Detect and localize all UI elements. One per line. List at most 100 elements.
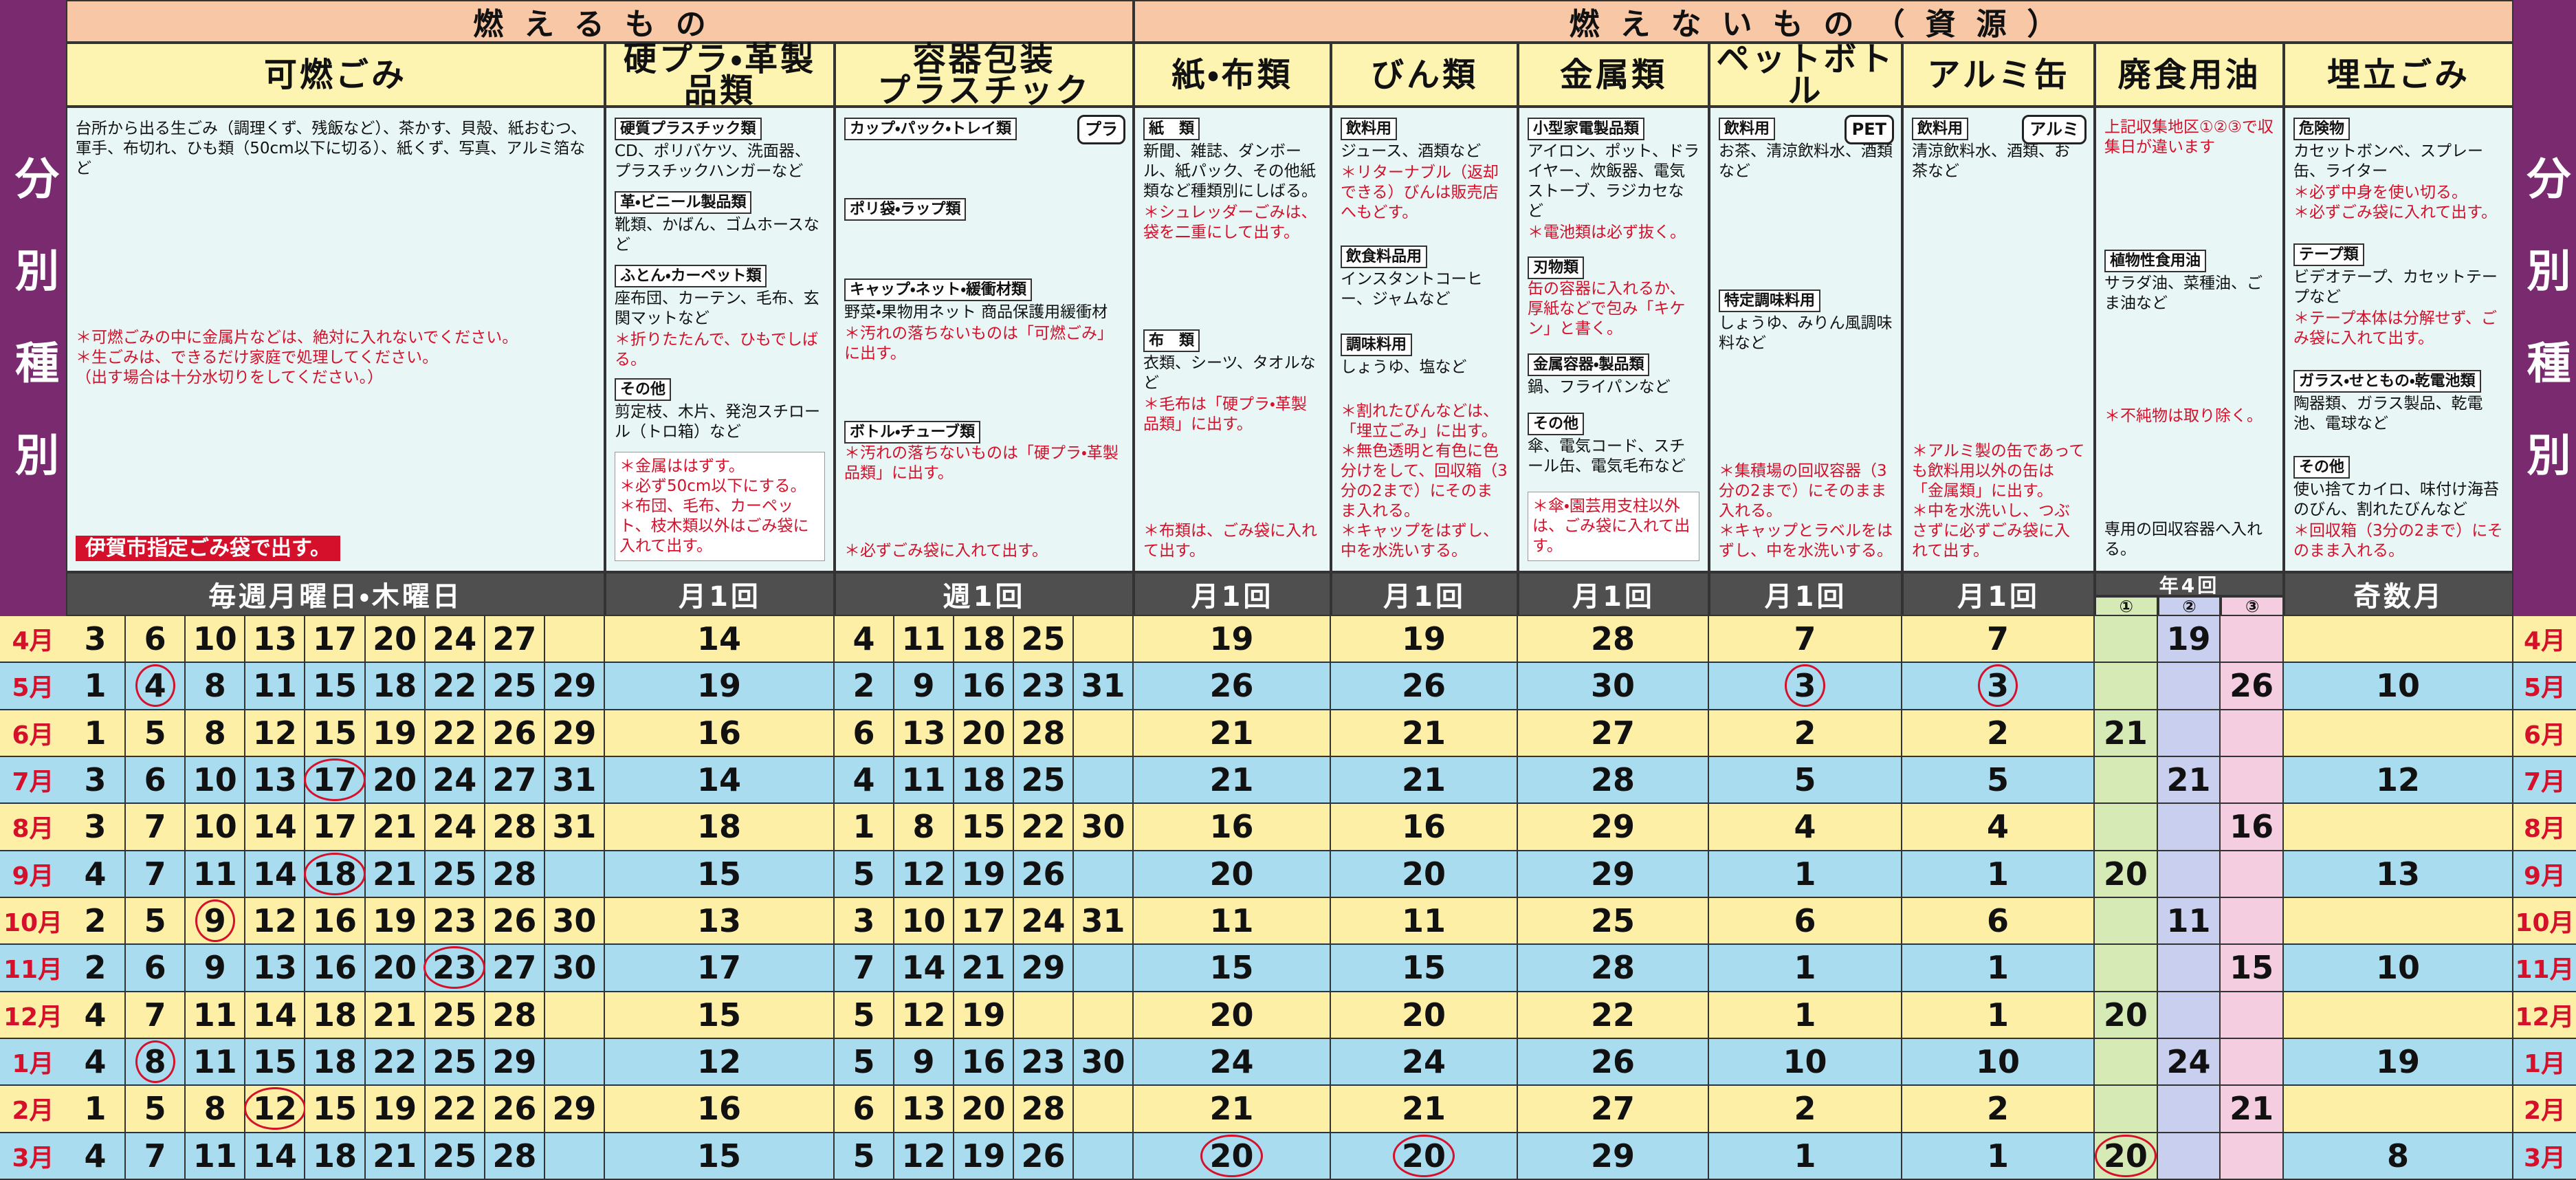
info-block: ふとん・カーペット類 座布団、カーテン、毛布、玄関マットなど ＊折りたたんで、ひもで…: [615, 265, 825, 370]
schedule-cell: 1: [1902, 992, 2095, 1039]
collection-day: 19: [2375, 1043, 2420, 1081]
month-label: 8月: [0, 804, 66, 851]
schedule-cell: 2: [66, 945, 126, 992]
month-label: 5月: [0, 663, 66, 710]
schedule-cell: 16: [2221, 804, 2284, 851]
block-text: 清涼飲料水、酒類、お茶など: [1912, 142, 2070, 180]
schedule-cell: 21: [1134, 757, 1331, 805]
collection-day: 10: [901, 902, 946, 940]
collection-day: 18: [303, 852, 366, 895]
schedule-cell: 12: [245, 898, 306, 946]
schedule-cell: 11: [186, 851, 246, 898]
month-label: 3月: [2513, 1133, 2576, 1180]
block-label: 植物性食用油: [2104, 249, 2207, 272]
collection-day: 30: [552, 902, 597, 940]
collection-day: 31: [552, 761, 597, 799]
collection-day: 11: [192, 1043, 237, 1081]
collection-day: 19: [961, 855, 1006, 893]
schedule-cell: 17: [303, 757, 366, 805]
schedule-cell: 26: [485, 898, 545, 946]
block-text: インスタントコーヒー、ジャムなど: [1341, 270, 1483, 308]
collection-day: 19: [961, 996, 1006, 1034]
schedule-cell: 24: [425, 616, 485, 664]
collection-day: 11: [1401, 902, 1446, 940]
collection-day: 25: [432, 855, 477, 893]
month-label: 4月: [2513, 616, 2576, 664]
collection-day: 8: [203, 667, 226, 705]
collection-day: 7: [144, 808, 166, 846]
schedule-cell: 8: [2284, 1133, 2513, 1180]
schedule-cell: 14: [245, 804, 306, 851]
schedule-cell: 2: [1902, 710, 2095, 757]
schedule-cell: 14: [605, 616, 835, 664]
collection-day: 13: [252, 949, 297, 987]
block-note: ＊折りたたんで、ひもでしばる。: [615, 331, 819, 369]
collection-day: 20: [373, 761, 417, 799]
collection-day: 14: [252, 996, 297, 1034]
schedule-cell: 5: [1902, 757, 2095, 805]
schedule-cell: 20: [2094, 1133, 2158, 1180]
schedule-cell: [1074, 945, 1134, 992]
collection-day: 12: [252, 902, 297, 940]
info-block: ポリ袋・ラップ類: [844, 197, 1124, 221]
block-label: その他: [615, 378, 672, 401]
schedule-cell: [2157, 992, 2221, 1039]
block-text: 陶器類、ガラス製品、乾電池、電球など: [2293, 394, 2483, 433]
info-block: 調味料用 しょうゆ、塩など: [1341, 334, 1508, 379]
info-block: 飲料用 清涼飲料水、酒類、お茶など: [1912, 118, 2085, 183]
schedule-cell: 29: [1518, 851, 1709, 898]
schedule-cell: 6: [835, 1086, 894, 1133]
block-note: ＊布団、毛布、カーペット、枝木類以外はごみ袋に入れて出す。: [619, 497, 809, 555]
month-label: 5月: [2513, 663, 2576, 710]
block-label: カップ・パック・トレイ類: [844, 118, 1017, 140]
collection-day: 29: [1590, 855, 1635, 893]
collection-day: 2: [1986, 714, 2009, 752]
schedule-cell: 29: [544, 1086, 605, 1133]
collection-day: 24: [432, 620, 477, 658]
collection-day: 28: [492, 1137, 537, 1174]
info-block: 専用の回収容器へ入れる。: [2104, 518, 2274, 561]
collection-day: 21: [1401, 714, 1446, 752]
schedule-cell: 29: [1014, 945, 1074, 992]
schedule-cell: 15: [305, 1086, 366, 1133]
frequency: 毎週月曜日・木曜日: [66, 572, 605, 616]
schedule-cell: [2095, 616, 2158, 664]
collection-day: 15: [312, 1090, 357, 1128]
collection-day: 14: [252, 1137, 297, 1174]
schedule-cell: 21: [2157, 757, 2221, 805]
schedule-cell: 5: [1709, 757, 1902, 805]
schedule-cell: 11: [1331, 898, 1518, 946]
schedule-cell: 20: [954, 710, 1014, 757]
month-label: 7月: [2513, 757, 2576, 805]
collection-day: 26: [1401, 667, 1446, 705]
block-label: その他: [1528, 412, 1585, 435]
schedule-cell: 3: [66, 616, 126, 664]
schedule-cell: 15: [245, 1039, 306, 1086]
block-text: カセットボンベ、スプレー缶、ライター: [2293, 142, 2483, 180]
schedule-cell: 2: [1902, 1086, 2095, 1133]
collection-day: 17: [696, 949, 741, 987]
schedule-cell: 25: [1014, 616, 1074, 664]
collection-day: 20: [2103, 855, 2148, 893]
collection-day: 6: [144, 761, 166, 799]
collection-day: 15: [1209, 949, 1254, 987]
collection-day: 24: [432, 761, 477, 799]
collection-day: 13: [252, 761, 297, 799]
frequency: 月1回: [1134, 572, 1331, 616]
schedule-cell: 5: [126, 1086, 186, 1133]
month-label: 6月: [2513, 710, 2576, 757]
collection-day: 29: [492, 1043, 537, 1081]
schedule-cell: 16: [1331, 804, 1518, 851]
schedule-cell: 6: [126, 757, 186, 805]
schedule-cell: 8: [186, 663, 246, 710]
block-note: ＊傘・園芸用支柱以外は、ごみ袋に入れて出す。: [1532, 497, 1691, 555]
schedule-cell: 20: [1134, 851, 1331, 898]
side-label: 分別種別: [2519, 155, 2571, 524]
schedule-cell: 2: [1709, 1086, 1902, 1133]
schedule-cell: [2284, 710, 2513, 757]
block-note: ＊不純物は取り除く。: [2104, 407, 2263, 426]
schedule-cell: 11: [186, 992, 246, 1039]
schedule-cell: 6: [1902, 898, 2095, 946]
collection-day: 5: [1794, 761, 1816, 799]
